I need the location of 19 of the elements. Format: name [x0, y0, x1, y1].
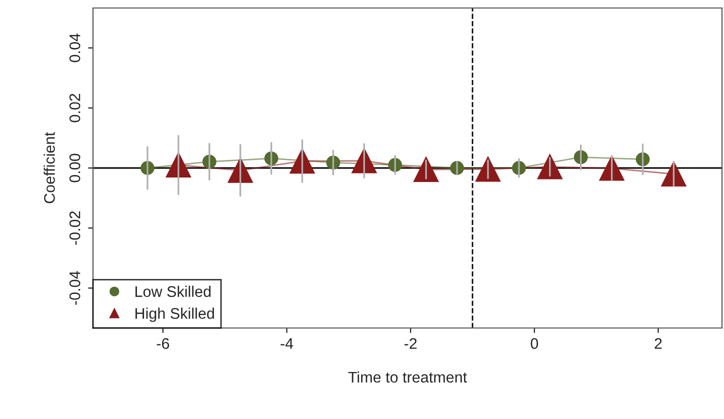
- x-tick-label: -6: [156, 338, 170, 349]
- x-axis-title: Time to treatment: [348, 371, 467, 383]
- point: [599, 156, 624, 181]
- point: [228, 158, 253, 183]
- y-tick-label: 0.04: [69, 34, 80, 62]
- x-tick-label: -4: [280, 338, 294, 349]
- y-axis-title: Coefficient: [44, 132, 55, 204]
- legend-label: Low Skilled: [136, 286, 211, 297]
- x-tick-label: -2: [404, 338, 417, 349]
- y-tick-label: 0.02: [69, 94, 80, 122]
- y-tick-label: -0.04: [69, 271, 80, 305]
- x-tick-label: 2: [654, 338, 662, 349]
- point: [661, 162, 686, 187]
- point: [352, 148, 377, 174]
- y-tick-label: -0.02: [69, 211, 80, 245]
- x-tick-label: 0: [530, 338, 538, 349]
- y-tick-label: 0.00: [69, 154, 80, 182]
- point: [290, 148, 315, 174]
- legend-label: High Skilled: [136, 308, 214, 322]
